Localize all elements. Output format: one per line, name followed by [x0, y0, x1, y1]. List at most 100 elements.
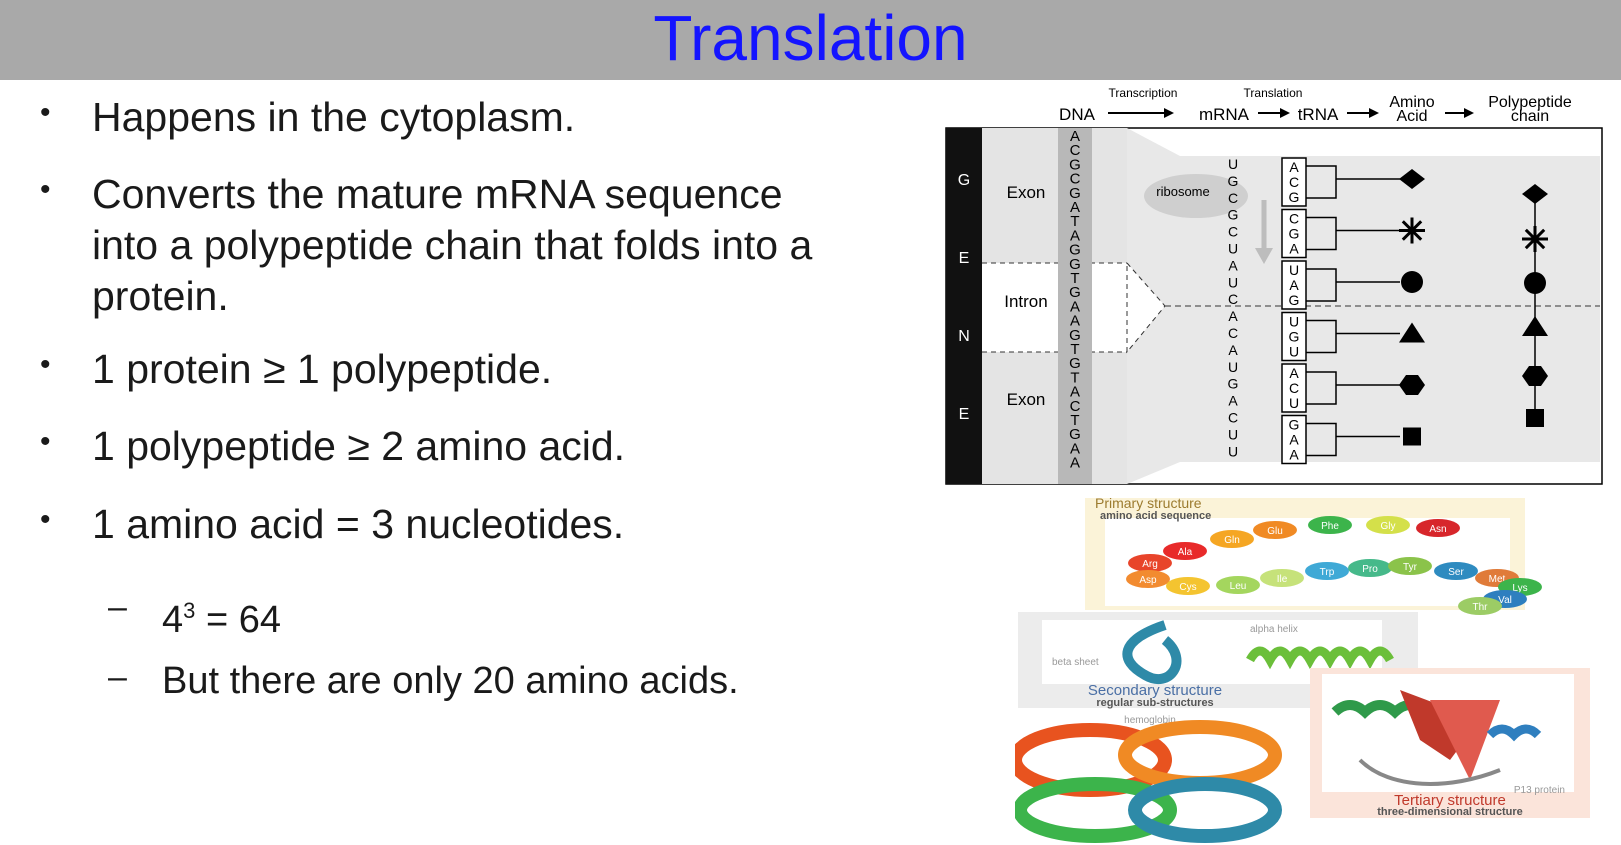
ribosome-shape	[1144, 174, 1248, 218]
star-icon	[1522, 226, 1548, 252]
codon-base: A	[1289, 159, 1299, 175]
exon1-region	[982, 128, 1127, 263]
bullet-polypeptide: 1 polypeptide ≥ 2 amino acid.	[92, 423, 626, 469]
amino-acid-bead	[1216, 576, 1260, 594]
amino-acid-label: Trp	[1320, 567, 1335, 578]
diamond-icon	[1522, 184, 1548, 204]
mrna-base: U	[1228, 156, 1238, 172]
polypeptide-chain	[1522, 184, 1548, 427]
codon-base: G	[1289, 189, 1300, 205]
cytoplasm-region	[1127, 128, 1600, 484]
ribosome-label: ribosome	[1156, 184, 1209, 199]
intron-wedge	[1126, 261, 1166, 354]
dna-base: G	[1069, 355, 1081, 372]
header-acid: Acid	[1396, 108, 1427, 125]
triangle-icon	[1522, 316, 1548, 336]
amino-acid-label: Asn	[1429, 524, 1446, 535]
gene-bar	[946, 128, 982, 484]
header-translation: Translation	[1244, 86, 1303, 100]
exon2-label: Exon	[1007, 390, 1046, 409]
dna-base: A	[1070, 440, 1080, 457]
codon-base: A	[1289, 447, 1299, 463]
amino-acid-bead	[1163, 542, 1207, 560]
secondary-subtitle: regular sub-structures	[1096, 697, 1213, 709]
amino-acid-label: Val	[1498, 595, 1512, 606]
bullet-cytoplasm: Happens in the cytoplasm.	[92, 94, 576, 140]
exon2-region	[982, 352, 1127, 484]
mrna-base: C	[1228, 410, 1238, 426]
trna-bracket	[1306, 165, 1337, 199]
amino-acid-bead	[1305, 562, 1349, 580]
dna-base: A	[1070, 128, 1080, 145]
beta-sheet-label: beta sheet	[1052, 657, 1099, 668]
hemoglobin-label: hemoglobin	[1124, 715, 1176, 726]
bullet-marker: •	[40, 173, 51, 206]
intron-label: Intron	[1004, 292, 1047, 311]
dna-base: G	[1069, 242, 1081, 259]
dna-base: A	[1070, 199, 1080, 216]
codon-base: A	[1289, 432, 1299, 448]
bullet-line: into a polypeptide chain that folds into…	[92, 222, 813, 268]
bullet-amino-acid: 1 amino acid = 3 nucleotides.	[92, 501, 625, 547]
amino-acid-label: Pro	[1362, 564, 1378, 575]
star-ray	[1401, 220, 1423, 241]
amino-acid-bead	[1366, 516, 1410, 534]
alpha-helix-shape	[1246, 646, 1394, 670]
arrow-head	[1464, 108, 1474, 118]
mrna-base: C	[1228, 325, 1238, 341]
amino-acid-bead	[1126, 570, 1170, 588]
amino-acid-label: Thr	[1473, 602, 1489, 613]
amino-acid-bead	[1253, 521, 1297, 539]
codon-base: U	[1289, 314, 1299, 330]
power-exponent: 3	[183, 598, 196, 623]
sub-bullet-twenty: But there are only 20 amino acids.	[162, 660, 739, 702]
star-icon	[1399, 217, 1425, 244]
square-icon	[1526, 409, 1544, 427]
codon-box	[1281, 260, 1307, 310]
dna-base: A	[1070, 384, 1080, 401]
hexagon-icon	[1399, 375, 1425, 395]
codon-base: U	[1289, 344, 1299, 360]
bullet-protein: 1 protein ≥ 1 polypeptide.	[92, 346, 553, 392]
gene-letter: E	[959, 406, 970, 423]
dna-base: T	[1070, 412, 1079, 429]
amino-acid-label: Gly	[1381, 521, 1396, 532]
dna-strand	[1058, 128, 1092, 484]
amino-acid-bead	[1128, 554, 1172, 572]
mrna-base: G	[1228, 207, 1239, 223]
mrna-base: U	[1228, 274, 1238, 290]
codon-base: A	[1289, 241, 1299, 257]
codon-box	[1281, 363, 1307, 413]
amino-acid-label: Ser	[1448, 567, 1464, 578]
amino-acid-label: Tyr	[1403, 562, 1418, 573]
arrow-head	[1280, 108, 1290, 118]
codon-base: A	[1289, 365, 1299, 381]
dna-base: G	[1069, 284, 1081, 301]
amino-acid-label: Gln	[1224, 535, 1240, 546]
protein-structure-figure: Primary structure amino acid sequence Ar…	[1015, 495, 1590, 843]
exon1-label: Exon	[1007, 183, 1046, 202]
gene-letters: G E N E	[958, 172, 970, 423]
bullet-marker: •	[40, 96, 51, 129]
codon-base: U	[1289, 395, 1299, 411]
amino-acid-label: Ile	[1277, 574, 1288, 585]
bullet-marker: •	[40, 348, 51, 381]
dna-base: T	[1070, 213, 1079, 230]
title-bar	[0, 0, 1621, 80]
amino-acid-shapes	[1336, 169, 1425, 446]
amino-acid-label: Glu	[1267, 526, 1283, 537]
dna-base: A	[1070, 227, 1080, 244]
amino-acid-bead	[1308, 516, 1352, 534]
codon-base: C	[1289, 174, 1299, 190]
trna-bracket	[1306, 371, 1337, 405]
arrow-head	[1255, 248, 1273, 264]
dna-base: C	[1070, 171, 1081, 188]
bullet-line: Converts the mature mRNA sequence	[92, 171, 783, 217]
trna-bracket	[1306, 268, 1337, 302]
bullet-marker: •	[40, 503, 51, 536]
amino-acid-bead	[1434, 562, 1478, 580]
hexagon-icon	[1522, 366, 1548, 386]
dna-base: G	[1069, 185, 1081, 202]
codon-base: U	[1289, 262, 1299, 278]
